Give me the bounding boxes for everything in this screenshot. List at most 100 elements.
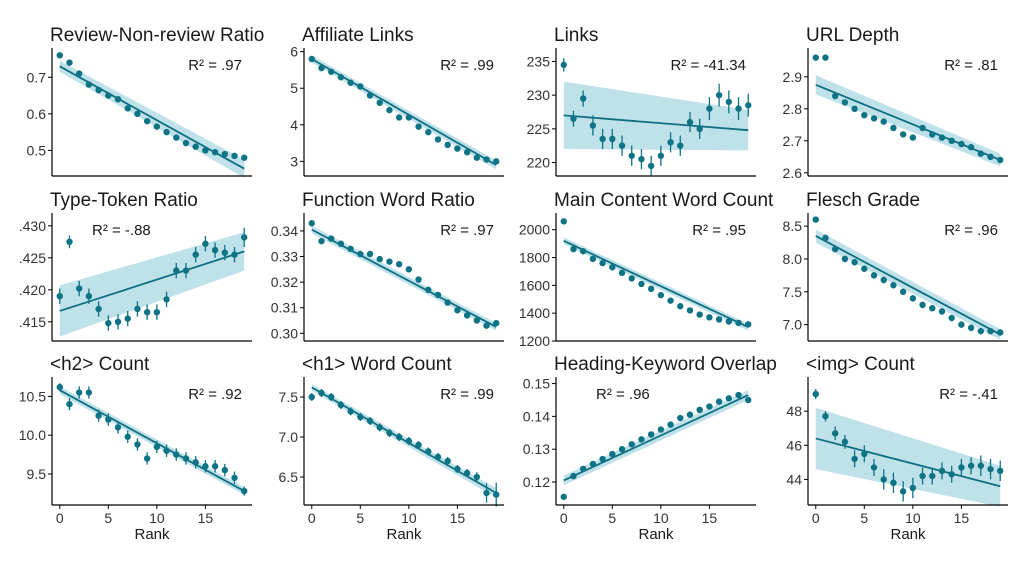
data-point [56, 383, 63, 391]
data-point [318, 64, 325, 72]
data-point [686, 307, 694, 314]
data-point [425, 128, 432, 136]
x-tick-label: 0 [812, 510, 820, 526]
data-point [473, 154, 481, 161]
x-tick-label: 10 [149, 510, 165, 526]
data-point [308, 220, 315, 227]
data-point [997, 156, 1004, 164]
data-point [812, 216, 819, 223]
data-point [56, 52, 63, 59]
data-point [192, 251, 199, 258]
data-point [929, 304, 936, 312]
panel-4: URL Depth 2.6 2.7 2.8 2.9 R² = .81 [783, 25, 1008, 181]
panel-12: <img> Count 44 46 48 0 5 10 15 Rank R² = -.41 [786, 354, 1008, 543]
r-squared-label: R² = .99 [440, 386, 494, 403]
data-point [415, 276, 422, 283]
data-point [153, 443, 161, 451]
panel-title: Flesch Grade [806, 190, 920, 211]
y-tick-label: 1400 [519, 305, 550, 321]
y-tick-label: 0.14 [523, 408, 550, 424]
y-tick-label: 7.5 [279, 389, 299, 405]
panel-5: Type-Token Ratio .415 .420 .425 .430 R² = -.8… [19, 190, 252, 342]
data-point [75, 389, 83, 396]
data-point [715, 316, 723, 323]
data-point [202, 240, 209, 247]
data-point [395, 114, 403, 121]
data-point [880, 118, 887, 125]
data-point [899, 131, 907, 138]
data-point [667, 297, 674, 304]
data-point [163, 128, 170, 136]
data-point [114, 318, 122, 325]
data-point [745, 321, 752, 328]
regression-line [815, 235, 1001, 336]
data-point [454, 465, 461, 473]
data-point [483, 489, 490, 497]
data-point [647, 431, 655, 438]
data-point [483, 322, 490, 329]
data-point [376, 255, 383, 263]
data-point [696, 406, 703, 414]
data-point [560, 61, 567, 69]
y-tick-label: 9.5 [27, 466, 47, 482]
data-point [851, 105, 858, 113]
y-tick-label: .430 [19, 218, 46, 234]
data-point [182, 455, 190, 462]
data-point [851, 455, 858, 463]
data-point [822, 234, 829, 242]
data-point [425, 448, 432, 455]
panel-title: Review-Non-review Ratio [50, 25, 264, 46]
data-point [735, 105, 742, 112]
data-point [143, 455, 151, 462]
data-point [473, 317, 481, 324]
r-squared-label: R² = .92 [188, 386, 242, 403]
data-point [706, 403, 713, 410]
data-point [95, 305, 102, 313]
data-point [890, 282, 897, 289]
x-tick-label: 10 [653, 510, 669, 526]
x-axis-title: Rank [890, 526, 926, 543]
panel-10: <h1> Word Count 6.5 7.0 7.5 0 5 10 15 Rank R² = .… [279, 354, 504, 543]
data-point [919, 124, 926, 132]
y-tick-label: 0.15 [523, 376, 550, 392]
panel-title: Function Word Ratio [302, 190, 475, 211]
panel-title: Affiliate Links [302, 25, 414, 46]
data-point [357, 83, 364, 90]
data-point [599, 135, 606, 143]
panel-3: Links 220 225 230 235 R² = -41.34 [527, 25, 756, 177]
data-point [599, 455, 606, 463]
data-point [677, 414, 684, 422]
data-point [638, 436, 645, 443]
data-point [56, 293, 63, 300]
data-point [182, 267, 190, 274]
data-point [241, 234, 248, 241]
data-point [706, 314, 713, 321]
x-tick-label: 15 [450, 510, 466, 526]
data-point [831, 245, 839, 253]
data-point [202, 463, 209, 470]
data-point [153, 309, 161, 316]
data-point [715, 91, 723, 99]
regression-line [815, 437, 1001, 488]
data-point [861, 112, 868, 119]
x-tick-label: 15 [198, 510, 214, 526]
data-point [638, 155, 645, 163]
data-point [376, 99, 383, 107]
data-point [405, 114, 413, 121]
panel-1: Review-Non-review Ratio 0.5 0.6 0.7 R² = .97 [27, 25, 264, 178]
data-point [75, 285, 83, 292]
x-axis-title: Rank [134, 526, 170, 543]
y-tick-label: 0.12 [523, 474, 550, 490]
data-point [357, 413, 364, 421]
r-squared-label: R² = .97 [440, 222, 494, 239]
data-point [841, 99, 849, 106]
data-point [211, 149, 219, 156]
data-point [899, 288, 907, 295]
data-point [841, 255, 849, 263]
data-point [386, 258, 393, 265]
data-point [919, 472, 926, 480]
data-point [899, 488, 907, 495]
data-point [618, 269, 626, 277]
data-point [929, 131, 936, 138]
x-tick-label: 0 [308, 510, 316, 526]
